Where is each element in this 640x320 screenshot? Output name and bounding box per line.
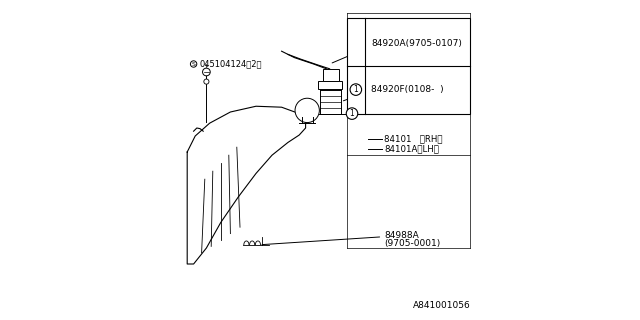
Text: (9705-0001): (9705-0001) [384, 239, 440, 248]
Text: 1: 1 [349, 109, 355, 118]
Text: A841001056: A841001056 [413, 301, 470, 310]
Bar [323, 69, 339, 81]
Bar [319, 81, 342, 89]
Text: 84920F(0108-  ): 84920F(0108- ) [371, 85, 444, 94]
Text: 84931E: 84931E [384, 82, 419, 91]
Text: 84975A: 84975A [384, 37, 419, 46]
Bar [347, 18, 470, 114]
Circle shape [204, 79, 209, 84]
Circle shape [346, 108, 358, 119]
Text: 84920A(9705-0107): 84920A(9705-0107) [371, 39, 462, 48]
Circle shape [191, 61, 197, 67]
Text: 84101A＼LH＾: 84101A＼LH＾ [384, 144, 439, 153]
Text: S: S [191, 61, 196, 67]
Circle shape [295, 98, 319, 123]
Text: 84101   ＼RH＾: 84101 ＼RH＾ [384, 135, 442, 144]
Text: 84988A: 84988A [384, 231, 419, 240]
Circle shape [202, 68, 210, 76]
Circle shape [350, 84, 362, 95]
Text: 045104124（2）: 045104124（2） [200, 60, 262, 68]
Text: 1: 1 [353, 85, 358, 94]
